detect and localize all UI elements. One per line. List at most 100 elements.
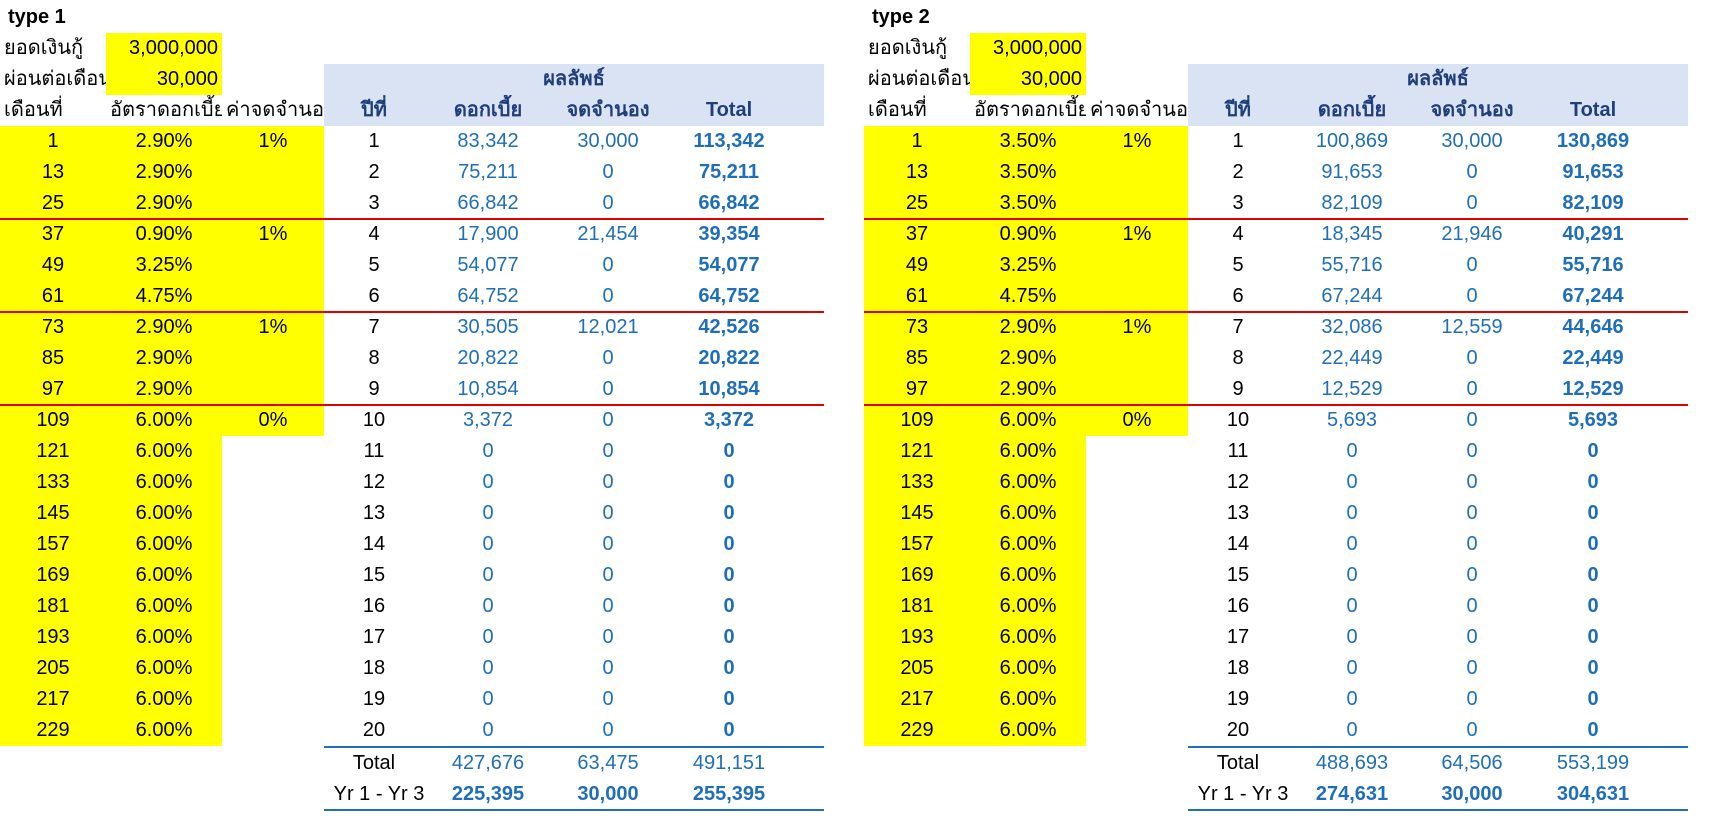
result-total-cell[interactable]: 0 bbox=[1587, 626, 1599, 648]
input-rate-cell[interactable]: 3.50% bbox=[999, 192, 1057, 214]
result-interest-cell[interactable]: 12,529 bbox=[1321, 378, 1383, 400]
input-fee-cell[interactable]: 0% bbox=[258, 409, 288, 431]
result-mortgage-cell[interactable]: 0 bbox=[602, 440, 614, 462]
input-month-cell[interactable]: 97 bbox=[905, 378, 929, 400]
input-month-cell[interactable]: 109 bbox=[36, 409, 70, 431]
result-year-cell[interactable]: 12 bbox=[362, 471, 386, 493]
result-interest-cell[interactable]: 0 bbox=[482, 626, 494, 648]
result-mortgage-cell[interactable]: 0 bbox=[1466, 161, 1478, 183]
input-rate-cell[interactable]: 6.00% bbox=[135, 502, 193, 524]
input-rate-cell[interactable]: 0.90% bbox=[135, 223, 193, 245]
input-month-cell[interactable]: 37 bbox=[905, 223, 929, 245]
result-total-cell[interactable]: 3,372 bbox=[703, 409, 755, 431]
result-year-cell[interactable]: 14 bbox=[362, 533, 386, 555]
payment-amount-cell[interactable]: 30,000 bbox=[1020, 68, 1082, 90]
result-mortgage-cell[interactable]: 0 bbox=[602, 657, 614, 679]
input-month-cell[interactable]: 205 bbox=[900, 657, 934, 679]
result-year-cell[interactable]: 18 bbox=[1226, 657, 1250, 679]
input-rate-cell[interactable]: 6.00% bbox=[999, 595, 1057, 617]
result-total-cell[interactable]: 0 bbox=[1587, 657, 1599, 679]
result-total-cell[interactable]: 10,854 bbox=[698, 378, 760, 400]
result-interest-cell[interactable]: 3,372 bbox=[462, 409, 514, 431]
input-rate-cell[interactable]: 6.00% bbox=[999, 719, 1057, 741]
result-year-cell[interactable]: 5 bbox=[1232, 254, 1244, 276]
result-year-cell[interactable]: 5 bbox=[368, 254, 380, 276]
result-interest-cell[interactable]: 54,077 bbox=[457, 254, 519, 276]
result-mortgage-cell[interactable]: 0 bbox=[1466, 285, 1478, 307]
input-fee-cell[interactable]: 1% bbox=[1122, 223, 1152, 245]
input-rate-cell[interactable]: 6.00% bbox=[999, 657, 1057, 679]
result-interest-cell[interactable]: 0 bbox=[482, 471, 494, 493]
result-year-cell[interactable]: 1 bbox=[1232, 130, 1244, 152]
payment-amount-cell[interactable]: 30,000 bbox=[156, 68, 218, 90]
result-year-cell[interactable]: 19 bbox=[1226, 688, 1250, 710]
summary-yr13-mortgage[interactable]: 30,000 bbox=[1441, 783, 1503, 805]
result-interest-cell[interactable]: 22,449 bbox=[1321, 347, 1383, 369]
result-interest-cell[interactable]: 18,345 bbox=[1321, 223, 1383, 245]
summary-total-total[interactable]: 553,199 bbox=[1556, 752, 1630, 774]
result-total-cell[interactable]: 42,526 bbox=[698, 316, 760, 338]
result-interest-cell[interactable]: 100,869 bbox=[1315, 130, 1389, 152]
result-mortgage-cell[interactable]: 0 bbox=[602, 161, 614, 183]
input-fee-cell[interactable]: 1% bbox=[258, 223, 288, 245]
input-month-cell[interactable]: 85 bbox=[905, 347, 929, 369]
input-month-cell[interactable]: 61 bbox=[41, 285, 65, 307]
result-year-cell[interactable]: 4 bbox=[368, 223, 380, 245]
result-interest-cell[interactable]: 0 bbox=[482, 502, 494, 524]
input-rate-cell[interactable]: 6.00% bbox=[999, 440, 1057, 462]
summary-yr13-interest[interactable]: 274,631 bbox=[1315, 783, 1389, 805]
input-month-cell[interactable]: 193 bbox=[900, 626, 934, 648]
input-rate-cell[interactable]: 2.90% bbox=[999, 378, 1057, 400]
result-year-cell[interactable]: 3 bbox=[1232, 192, 1244, 214]
result-total-cell[interactable]: 66,842 bbox=[698, 192, 760, 214]
input-rate-cell[interactable]: 6.00% bbox=[135, 409, 193, 431]
result-mortgage-cell[interactable]: 0 bbox=[1466, 471, 1478, 493]
result-year-cell[interactable]: 20 bbox=[1226, 719, 1250, 741]
result-total-cell[interactable]: 0 bbox=[723, 564, 735, 586]
result-year-cell[interactable]: 7 bbox=[1232, 316, 1244, 338]
result-interest-cell[interactable]: 30,505 bbox=[457, 316, 519, 338]
result-year-cell[interactable]: 15 bbox=[1226, 564, 1250, 586]
result-mortgage-cell[interactable]: 0 bbox=[602, 688, 614, 710]
result-total-cell[interactable]: 0 bbox=[723, 533, 735, 555]
result-interest-cell[interactable]: 64,752 bbox=[457, 285, 519, 307]
input-month-cell[interactable]: 181 bbox=[900, 595, 934, 617]
input-rate-cell[interactable]: 4.75% bbox=[135, 285, 193, 307]
result-total-cell[interactable]: 55,716 bbox=[1562, 254, 1624, 276]
input-rate-cell[interactable]: 2.90% bbox=[135, 161, 193, 183]
result-interest-cell[interactable]: 32,086 bbox=[1321, 316, 1383, 338]
result-interest-cell[interactable]: 67,244 bbox=[1321, 285, 1383, 307]
input-rate-cell[interactable]: 6.00% bbox=[135, 471, 193, 493]
input-month-cell[interactable]: 61 bbox=[905, 285, 929, 307]
result-interest-cell[interactable]: 66,842 bbox=[457, 192, 519, 214]
result-interest-cell[interactable]: 10,854 bbox=[457, 378, 519, 400]
result-year-cell[interactable]: 13 bbox=[362, 502, 386, 524]
result-total-cell[interactable]: 130,869 bbox=[1556, 130, 1630, 152]
result-interest-cell[interactable]: 0 bbox=[1346, 626, 1358, 648]
result-mortgage-cell[interactable]: 0 bbox=[602, 254, 614, 276]
input-month-cell[interactable]: 205 bbox=[36, 657, 70, 679]
input-month-cell[interactable]: 133 bbox=[36, 471, 70, 493]
result-mortgage-cell[interactable]: 0 bbox=[602, 595, 614, 617]
result-total-cell[interactable]: 64,752 bbox=[698, 285, 760, 307]
result-total-cell[interactable]: 0 bbox=[1587, 564, 1599, 586]
input-rate-cell[interactable]: 2.90% bbox=[135, 316, 193, 338]
input-month-cell[interactable]: 121 bbox=[36, 440, 70, 462]
input-rate-cell[interactable]: 6.00% bbox=[999, 409, 1057, 431]
result-mortgage-cell[interactable]: 0 bbox=[1466, 502, 1478, 524]
result-mortgage-cell[interactable]: 0 bbox=[602, 626, 614, 648]
result-mortgage-cell[interactable]: 0 bbox=[1466, 564, 1478, 586]
result-year-cell[interactable]: 8 bbox=[1232, 347, 1244, 369]
result-total-cell[interactable]: 0 bbox=[723, 502, 735, 524]
input-rate-cell[interactable]: 6.00% bbox=[135, 626, 193, 648]
result-interest-cell[interactable]: 0 bbox=[1346, 688, 1358, 710]
result-year-cell[interactable]: 12 bbox=[1226, 471, 1250, 493]
result-year-cell[interactable]: 6 bbox=[368, 285, 380, 307]
result-total-cell[interactable]: 0 bbox=[723, 595, 735, 617]
input-fee-cell[interactable]: 1% bbox=[1122, 316, 1152, 338]
summary-total-mortgage[interactable]: 64,506 bbox=[1441, 752, 1503, 774]
result-mortgage-cell[interactable]: 0 bbox=[1466, 657, 1478, 679]
result-total-cell[interactable]: 0 bbox=[1587, 688, 1599, 710]
input-month-cell[interactable]: 133 bbox=[900, 471, 934, 493]
input-rate-cell[interactable]: 6.00% bbox=[999, 471, 1057, 493]
